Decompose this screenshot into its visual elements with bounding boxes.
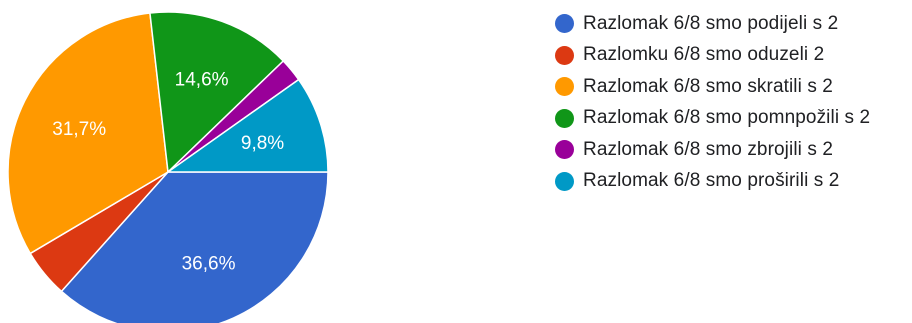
legend-label-3: Razlomak 6/8 smo pomnpožili s 2 (583, 107, 871, 129)
pie-slice-5 (165, 78, 329, 173)
pie-data-label-5: 9,8% (241, 133, 284, 154)
legend-item-5[interactable]: Razlomak 6/8 smo proširili s 2 (555, 166, 870, 198)
pie-slice-3 (149, 11, 285, 174)
legend-swatch-0 (555, 14, 574, 34)
legend-swatch-1 (555, 45, 574, 65)
legend-swatch-5 (555, 171, 574, 191)
pie-data-label-0: 36,6% (182, 254, 236, 275)
legend-item-4[interactable]: Razlomak 6/8 smo zbrojili s 2 (555, 134, 870, 166)
chart-legend: Razlomak 6/8 smo podijeli s 2 Razlomku 6/… (555, 8, 870, 197)
legend-label-1: Razlomku 6/8 smo oduzeli 2 (583, 44, 825, 66)
legend-item-3[interactable]: Razlomak 6/8 smo pomnpožili s 2 (555, 103, 870, 135)
legend-label-2: Razlomak 6/8 smo skratili s 2 (583, 75, 833, 97)
pie-slice-0 (60, 171, 329, 323)
legend-label-5: Razlomak 6/8 smo proširili s 2 (583, 170, 840, 192)
pie-slice-2 (7, 12, 169, 255)
legend-item-2[interactable]: Razlomak 6/8 smo skratili s 2 (555, 71, 870, 103)
legend-swatch-4 (555, 140, 574, 160)
legend-item-1[interactable]: Razlomku 6/8 smo oduzeli 2 (555, 40, 870, 72)
pie-data-label-3: 14,6% (175, 70, 229, 91)
legend-swatch-3 (555, 108, 574, 128)
legend-label-0: Razlomak 6/8 smo podijeli s 2 (583, 12, 839, 34)
legend-item-0[interactable]: Razlomak 6/8 smo podijeli s 2 (555, 8, 870, 40)
pie-data-label-2: 31,7% (52, 119, 106, 140)
legend-label-4: Razlomak 6/8 smo zbrojili s 2 (583, 138, 833, 160)
legend-swatch-2 (555, 77, 574, 97)
